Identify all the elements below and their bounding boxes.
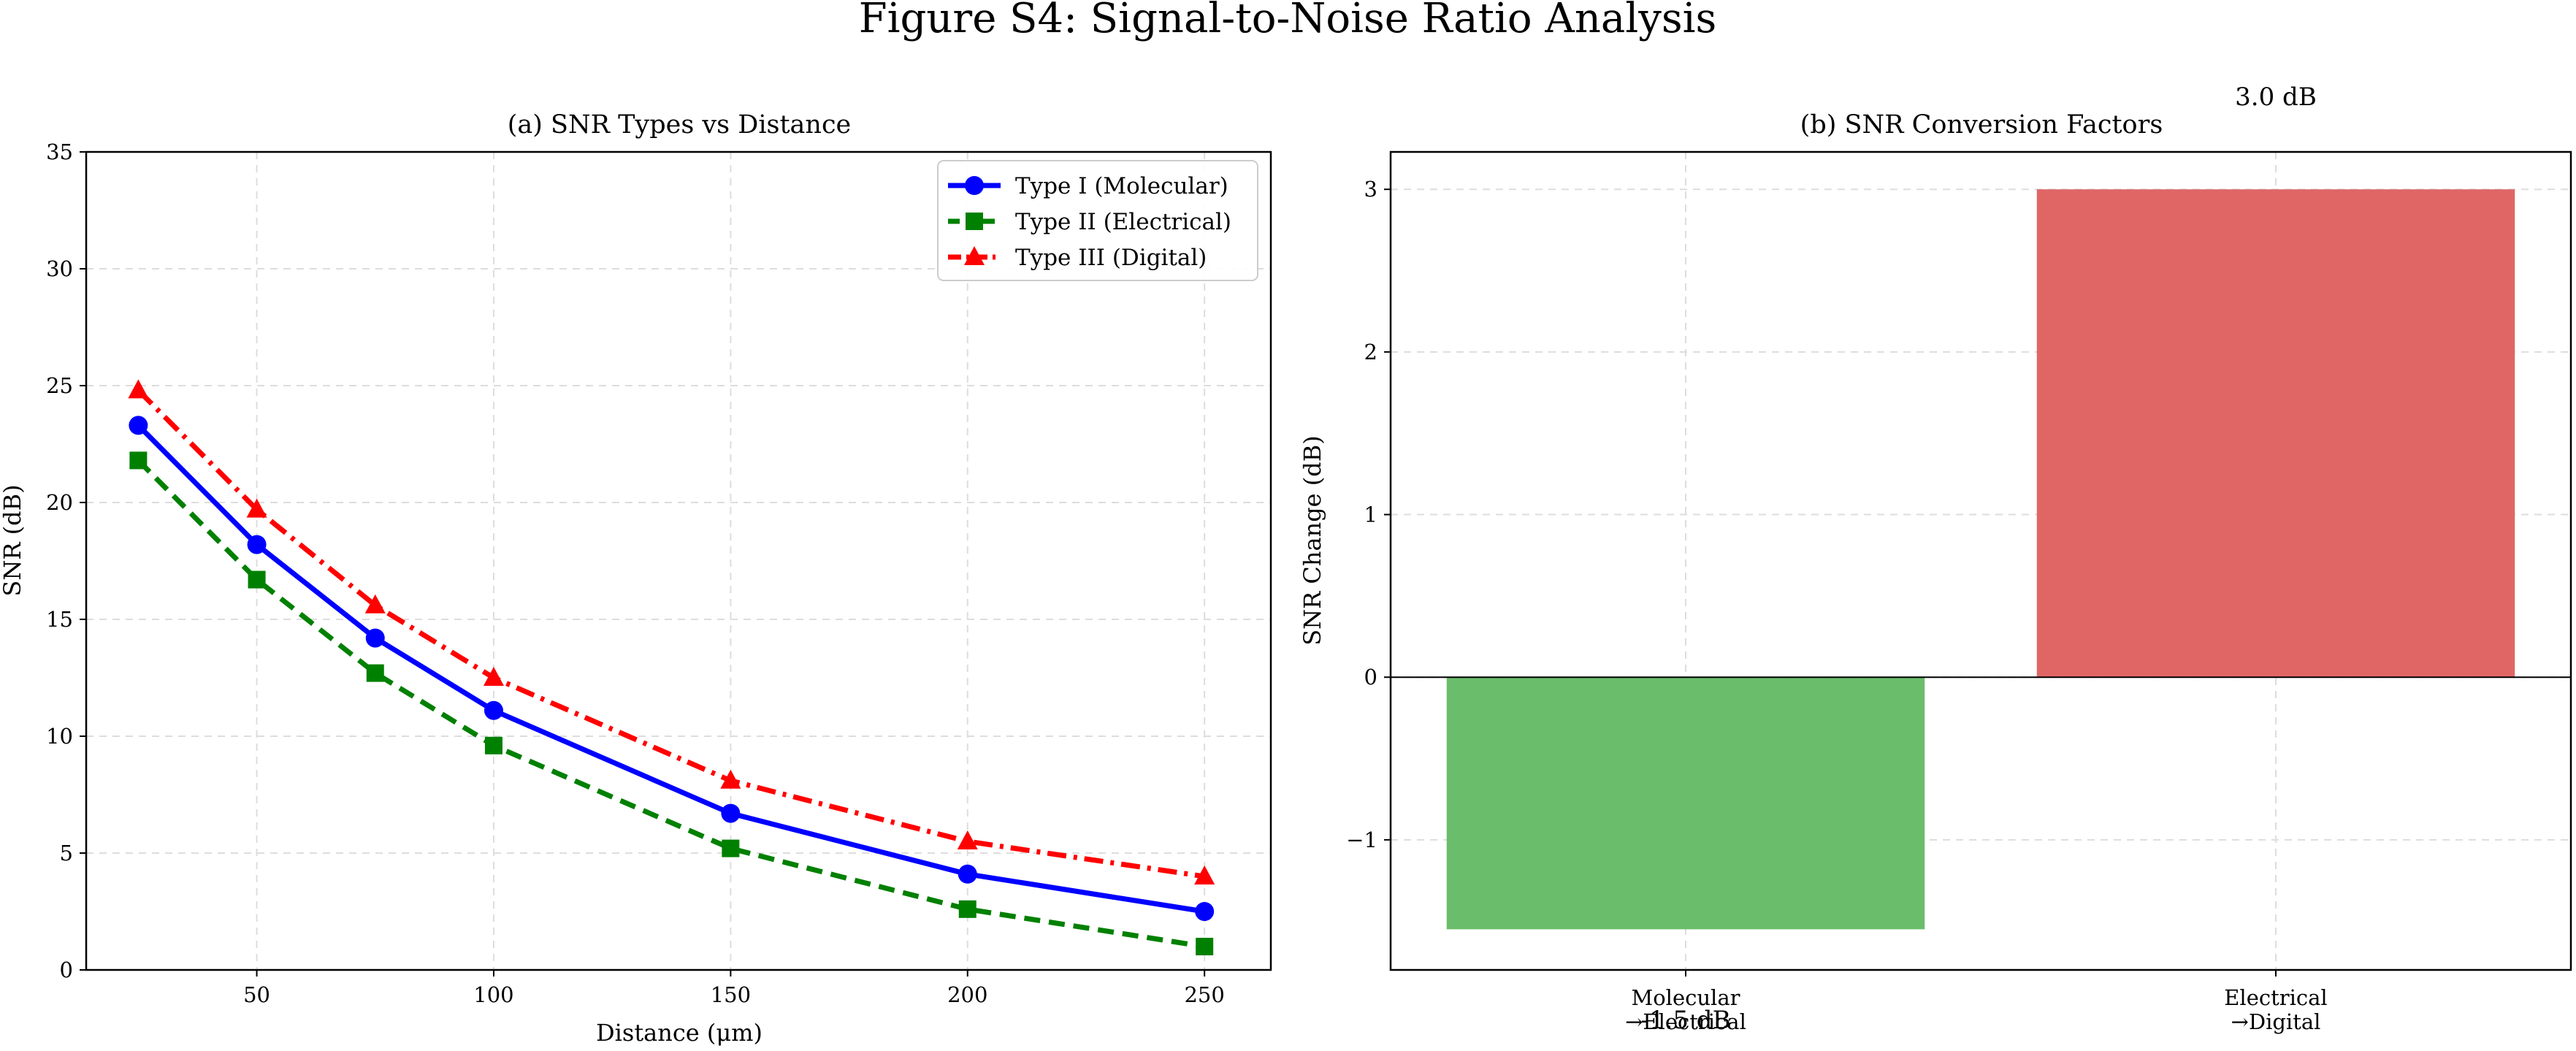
data-point-type-i-molecular bbox=[247, 535, 267, 554]
data-point-type-iii-digital bbox=[957, 830, 978, 849]
series-line-type-iii-digital bbox=[136, 388, 1205, 879]
chart-b-xtick-label: →Digital bbox=[2231, 1009, 2321, 1034]
chart-b-title: (b) SNR Conversion Factors bbox=[1800, 110, 2163, 140]
legend-marker-type-i-molecular bbox=[965, 176, 984, 195]
chart-a-xlabel: Distance (μm) bbox=[596, 1019, 763, 1047]
chart-a-xtick-label: 50 bbox=[243, 982, 270, 1007]
data-point-type-ii-electrical bbox=[366, 664, 384, 682]
chart-a-ylabel: SNR (dB) bbox=[0, 484, 26, 596]
series-line-type-i-molecular bbox=[136, 423, 1205, 914]
data-point-type-i-molecular bbox=[365, 628, 385, 648]
chart-b-ylabel: SNR Change (dB) bbox=[1299, 435, 1326, 646]
data-point-type-ii-electrical bbox=[129, 451, 148, 470]
chart-a-ytick-label: 15 bbox=[46, 607, 73, 632]
chart-a-ytick-label: 5 bbox=[60, 841, 73, 865]
chart-b-xtick-label: →Electrical bbox=[1625, 1009, 1746, 1034]
data-point-type-i-molecular bbox=[958, 864, 977, 884]
chart-b-frame bbox=[1389, 150, 2572, 971]
data-point-type-ii-electrical bbox=[1196, 938, 1214, 955]
chart-a-ytick-label: 20 bbox=[46, 490, 73, 515]
data-point-type-ii-electrical bbox=[958, 900, 976, 918]
chart-b-ytick-label: 2 bbox=[1364, 340, 1377, 364]
data-point-type-iii-digital bbox=[720, 769, 741, 789]
chart-a-legend: Type I (Molecular) Type II (Electrical) Ty… bbox=[937, 160, 1258, 281]
chart-a-ytick-label: 25 bbox=[46, 373, 73, 398]
chart-b-ytick-label: −1 bbox=[1346, 828, 1377, 852]
data-point-type-ii-electrical bbox=[722, 839, 740, 857]
chart-a-xtick-label: 100 bbox=[473, 982, 513, 1007]
data-point-type-iii-digital bbox=[483, 667, 504, 686]
bar-electrical-digital bbox=[2036, 189, 2515, 678]
legend-label-type-iii-digital: Type III (Digital) bbox=[1015, 245, 1207, 271]
bar-molecular-electrical bbox=[1446, 677, 1925, 930]
data-point-type-iii-digital bbox=[1194, 865, 1215, 884]
chart-a-xtick-label: 200 bbox=[947, 982, 987, 1007]
chart-a-legend-box bbox=[937, 160, 1258, 281]
chart-b-xtick-label: Electrical bbox=[2224, 985, 2327, 1010]
bar-value-label: 3.0 dB bbox=[2235, 83, 2317, 112]
data-point-type-iii-digital bbox=[128, 379, 149, 399]
series-line-type-ii-electrical bbox=[136, 458, 1205, 949]
chart-a: (a) SNR Types vs Distance Distance (μm) … bbox=[0, 110, 1272, 1047]
data-point-type-iii-digital bbox=[246, 498, 267, 518]
chart-a-ytick-label: 30 bbox=[46, 256, 73, 281]
data-point-type-i-molecular bbox=[129, 416, 148, 435]
chart-a-ytick-label: 35 bbox=[46, 140, 73, 164]
chart-b-ytick-label: 3 bbox=[1364, 177, 1377, 202]
chart-a-xtick-label: 150 bbox=[711, 982, 751, 1007]
data-point-type-i-molecular bbox=[721, 803, 741, 823]
chart-b-ytick-label: 0 bbox=[1364, 665, 1377, 689]
legend-label-type-i-molecular: Type I (Molecular) bbox=[1015, 173, 1228, 199]
data-point-type-iii-digital bbox=[364, 594, 386, 614]
figure-title: Figure S4: Signal-to-Noise Ratio Analysi… bbox=[859, 0, 1717, 42]
data-point-type-ii-electrical bbox=[248, 570, 266, 589]
chart-a-title: (a) SNR Types vs Distance bbox=[508, 110, 852, 140]
legend-marker-type-ii-electrical bbox=[966, 213, 983, 230]
data-point-type-i-molecular bbox=[484, 700, 503, 720]
chart-a-xtick-label: 250 bbox=[1184, 982, 1224, 1007]
chart-a-ytick-label: 0 bbox=[60, 958, 73, 982]
bar-value-label: -1.5 dB bbox=[1640, 1006, 1730, 1035]
data-point-type-ii-electrical bbox=[484, 736, 502, 754]
legend-label-type-ii-electrical: Type II (Electrical) bbox=[1015, 209, 1231, 235]
chart-a-frame bbox=[85, 150, 1272, 971]
chart-b-ytick-label: 1 bbox=[1364, 502, 1377, 527]
legend-marker-type-iii-digital bbox=[964, 246, 985, 265]
data-point-type-i-molecular bbox=[1195, 902, 1215, 921]
chart-b-xtick-label: Molecular bbox=[1632, 985, 1740, 1010]
chart-a-ytick-label: 10 bbox=[46, 724, 73, 749]
chart-b: (b) SNR Conversion Factors SNR Change (d… bbox=[1299, 83, 2572, 1035]
